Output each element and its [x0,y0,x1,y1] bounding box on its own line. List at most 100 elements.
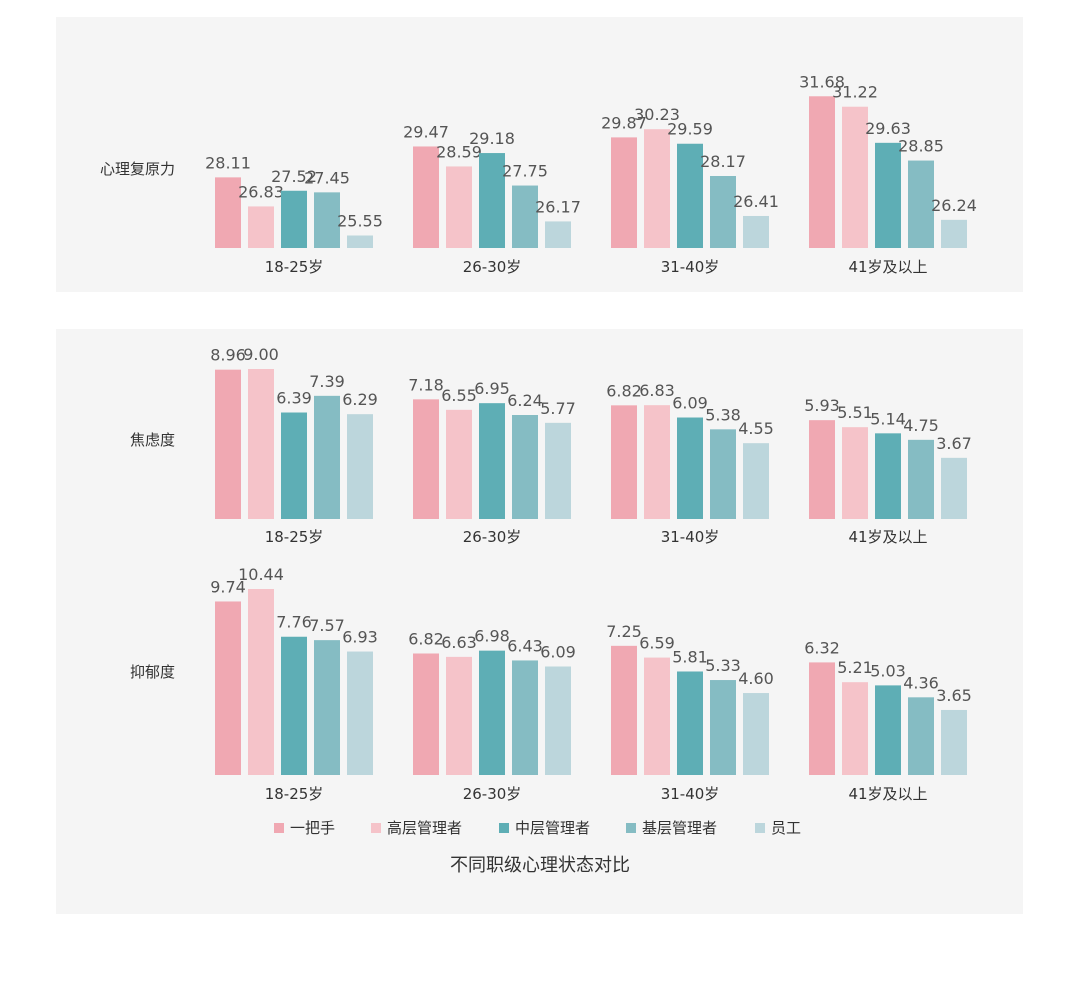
bar-value-label: 5.03 [870,661,906,680]
bar [611,645,637,775]
category-label: 31-40岁 [661,785,720,803]
bar [809,96,835,248]
category-label: 41岁及以上 [848,258,927,276]
legend-label: 基层管理者 [642,819,717,837]
bar-value-label: 6.43 [507,636,543,655]
bar [446,409,472,519]
category-label: 18-25岁 [265,785,324,803]
category-label: 26-30岁 [463,785,522,803]
chart-caption: 不同职级心理状态对比 [450,855,630,876]
bar [875,433,901,519]
bar-value-label: 28.11 [205,153,251,172]
legend-label: 一把手 [290,819,335,837]
bar [248,589,274,775]
bar-value-label: 4.60 [738,669,774,688]
bar-value-label: 31.22 [832,83,878,102]
bar [215,177,241,248]
metric-label: 焦虑度 [130,431,175,449]
bar-value-label: 6.98 [474,627,510,646]
bar-value-label: 4.75 [903,416,939,435]
category-label: 41岁及以上 [848,785,927,803]
bar [281,190,307,248]
bar-value-label: 31.68 [799,72,845,91]
bar [413,146,439,248]
bar-value-label: 6.82 [606,381,642,400]
legend-label: 员工 [771,819,801,837]
bar [677,671,703,775]
legend-label: 中层管理者 [515,819,590,837]
category-label: 26-30岁 [463,258,522,276]
bar [545,666,571,775]
bar [743,215,769,248]
legend: 一把手 高层管理者 中层管理者 基层管理者 员工 [274,819,801,837]
bar-value-label: 30.23 [634,105,680,124]
bar-value-label: 6.95 [474,379,510,398]
bar-value-label: 5.33 [705,656,741,675]
bar [743,693,769,775]
bar-value-label: 7.39 [309,372,345,391]
bar [446,656,472,775]
bar-value-label: 7.57 [309,616,345,635]
bar-value-label: 27.75 [502,162,548,181]
bar-value-label: 6.09 [540,643,576,662]
bar-value-label: 26.24 [931,196,977,215]
bar-value-label: 7.18 [408,375,444,394]
bar-value-label: 6.09 [672,394,708,413]
bar-value-label: 29.63 [865,119,911,138]
bar-value-label: 29.18 [469,129,515,148]
bar [677,143,703,248]
bar-value-label: 26.41 [733,192,779,211]
bar-value-label: 9.74 [210,577,246,596]
bar-value-label: 4.36 [903,673,939,692]
bar-value-label: 7.76 [276,613,312,632]
bar-value-label: 10.44 [238,565,284,584]
bar [479,650,505,775]
bar-value-label: 6.83 [639,381,675,400]
bar [314,395,340,519]
bar [875,142,901,248]
bar [677,417,703,519]
bar [479,153,505,248]
bar [875,685,901,775]
category-label: 18-25岁 [265,528,324,546]
bar [347,414,373,519]
bar [413,653,439,775]
bar-value-label: 28.85 [898,137,944,156]
bar [281,636,307,775]
bar [545,221,571,248]
bar [908,439,934,519]
category-label: 41岁及以上 [848,528,927,546]
bar [644,405,670,519]
bar [215,601,241,775]
bar [314,640,340,775]
bar-value-label: 26.83 [238,182,284,201]
legend-swatch [499,823,509,833]
bar-value-label: 5.81 [672,647,708,666]
bar-value-label: 27.45 [304,168,350,187]
bar [281,412,307,519]
bar [743,443,769,519]
bar-value-label: 6.82 [408,629,444,648]
bar-value-label: 5.14 [870,409,906,428]
bar-value-label: 6.29 [342,390,378,409]
bar-value-label: 29.59 [667,120,713,139]
bar-value-label: 9.00 [243,345,279,364]
bar [908,697,934,775]
bar-value-label: 3.67 [936,434,972,453]
bar [512,185,538,248]
bar [710,175,736,248]
bar [347,235,373,248]
bar [545,422,571,519]
bar-value-label: 6.63 [441,633,477,652]
bar [809,420,835,519]
bar-value-label: 27.52 [271,167,317,186]
metric-label: 抑郁度 [130,663,175,681]
bar-value-label: 5.77 [540,399,576,418]
bar [941,219,967,248]
bar [248,206,274,248]
bar [413,399,439,519]
bar-value-label: 25.55 [337,212,383,231]
legend-swatch [626,823,636,833]
